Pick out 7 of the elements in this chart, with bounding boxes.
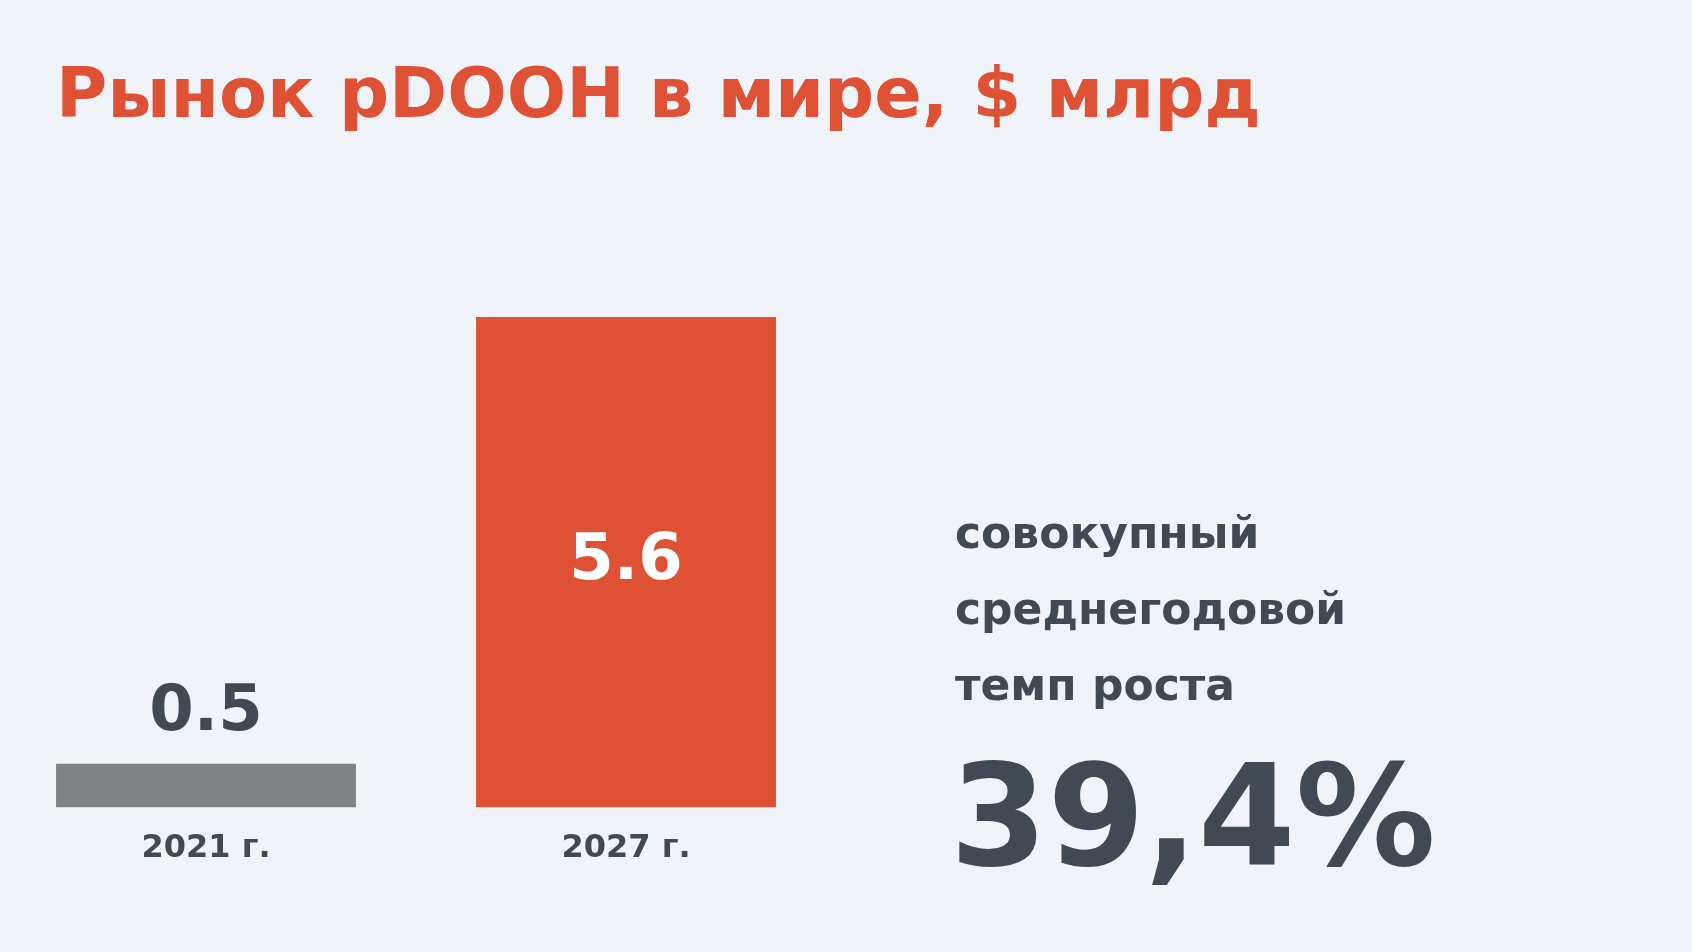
text: совокупный среднегодовой темп роста: [955, 506, 1348, 712]
text: 39,4%: [950, 735, 1436, 898]
chart-title: Рынок pDOOH в мире, $ млрд: [56, 52, 1261, 134]
x-tick-label: 2021 г.: [141, 827, 271, 866]
data-label: 0.5: [149, 671, 263, 746]
data-label: 5.6: [569, 519, 683, 594]
x-tick-label: 2027 г.: [561, 827, 691, 866]
